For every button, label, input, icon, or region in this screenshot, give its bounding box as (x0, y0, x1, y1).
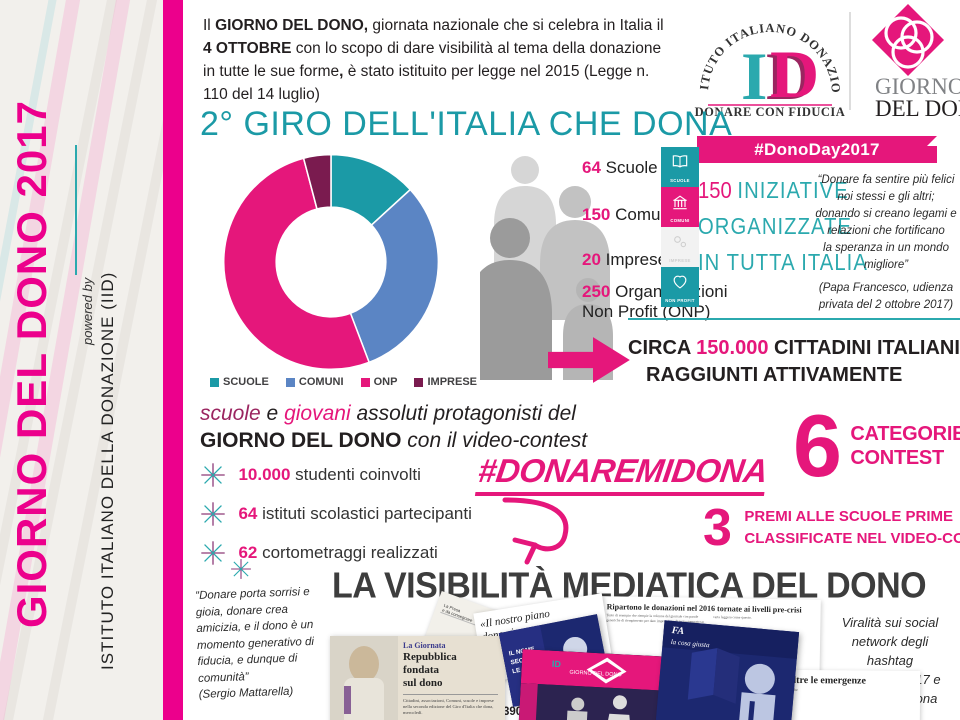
svg-text:DEL DONO: DEL DONO (875, 96, 960, 117)
svg-text:FA: FA (670, 625, 685, 637)
svg-text:D: D (770, 36, 819, 112)
svg-text:I: I (741, 38, 767, 114)
svg-text:ID: ID (552, 659, 562, 669)
